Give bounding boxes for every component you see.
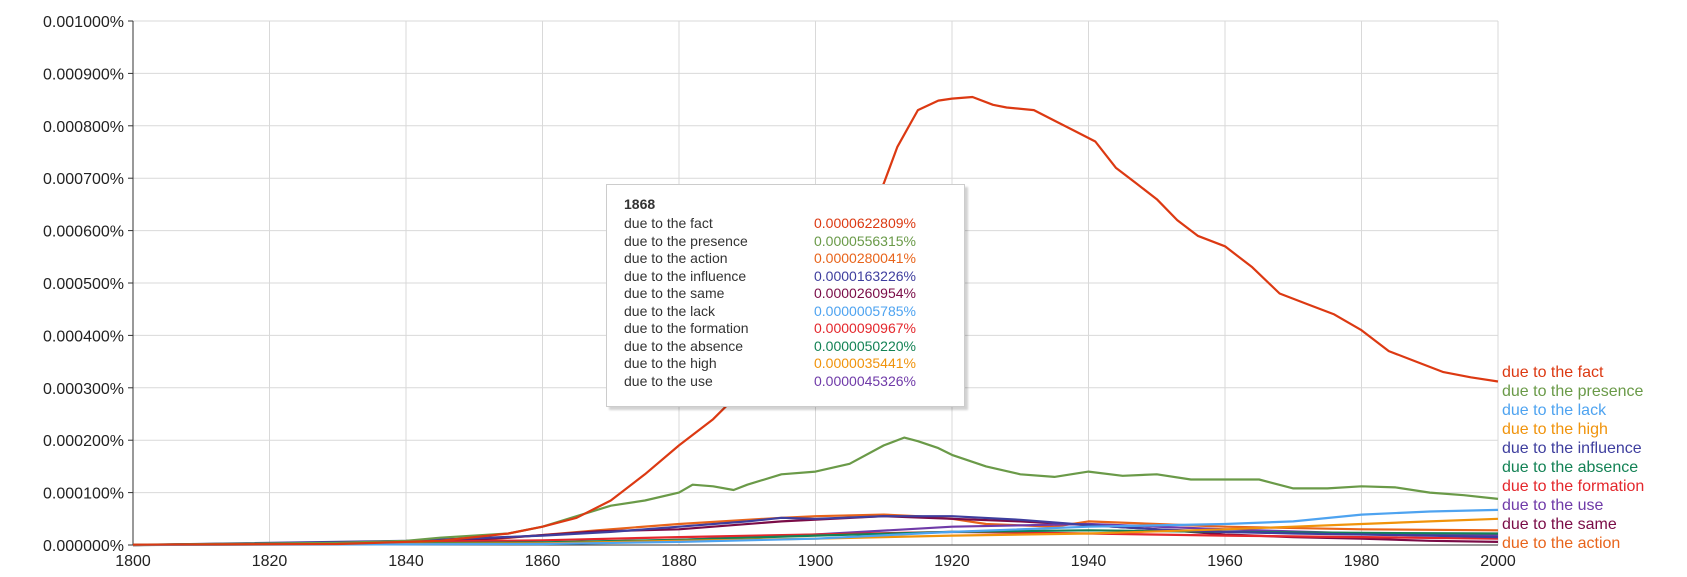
tooltip-row: due to the lack 0.0000005785% [624,303,964,321]
tooltip-series-name: due to the presence [624,232,748,249]
tooltip-row: due to the absence 0.0000050220% [624,338,964,356]
x-tick-label: 2000 [1480,553,1516,570]
x-tick-label: 1940 [1071,553,1107,570]
x-tick-label: 1960 [1207,553,1243,570]
tooltip-row: due to the presence 0.0000556315% [624,233,964,251]
end-label-due-to-the-same[interactable]: due to the same [1502,516,1617,533]
y-tick-label: 0.000600% [43,224,124,241]
end-label-due-to-the-high[interactable]: due to the high [1502,421,1608,438]
x-tick-label: 1820 [252,553,288,570]
end-label-due-to-the-use[interactable]: due to the use [1502,497,1604,514]
y-tick-label: 0.000700% [43,171,124,188]
tooltip-series-name: due to the use [624,372,713,389]
x-tick-label: 1860 [525,553,561,570]
tooltip-series-name: due to the absence [624,337,744,354]
tooltip-row: due to the action 0.0000280041% [624,250,964,268]
y-tick-label: 0.000000% [43,538,124,555]
tooltip-series-name: due to the formation [624,320,749,336]
y-tick-label: 0.000900% [43,66,124,83]
end-label-due-to-the-presence[interactable]: due to the presence [1502,383,1644,400]
tooltip-row: due to the fact 0.0000622809% [624,215,964,233]
x-tick-label: 1880 [661,553,697,570]
x-tick-label: 1800 [115,553,151,570]
y-axis-tick-labels: 0.000000% 0.000100% 0.000200% 0.000300% 0.00… [43,14,124,555]
x-tick-label: 1840 [388,553,424,570]
tooltip-series-value: 0.0000556315% [814,232,916,249]
end-label-due-to-the-formation[interactable]: due to the formation [1502,478,1644,495]
end-label-due-to-the-influence[interactable]: due to the influence [1502,440,1642,457]
tooltip-series-name: due to the influence [624,267,747,284]
y-tick-label: 0.000200% [43,433,124,450]
series-line-due-to-the-fact[interactable] [132,95,1499,546]
tooltip-series-name: due to the action [624,250,728,266]
end-label-due-to-the-lack[interactable]: due to the lack [1502,402,1607,419]
tooltip-series-value: 0.0000280041% [814,250,916,266]
series-lines [132,95,1499,547]
y-tick-label: 0.000400% [43,328,124,345]
tooltip-series-name: due to the fact [624,215,713,231]
hover-tooltip: 1868 due to the fact 0.0000622809% due to … [606,184,965,407]
tooltip-rows: due to the fact 0.0000622809% due to the p… [624,215,964,390]
tooltip-series-value: 0.0000050220% [814,337,916,354]
tooltip-series-value: 0.0000163226% [814,267,916,284]
series-line-due-to-the-influence[interactable] [132,515,1499,547]
tooltip-series-name: due to the same [624,285,725,301]
y-tick-label: 0.001000% [43,14,124,31]
tooltip-series-value: 0.0000622809% [814,215,916,231]
x-axis-tick-labels: 1800 1820 1840 1860 1880 1900 1920 1940 1960 1980… [115,553,1516,570]
tooltip-series-name: due to the high [624,355,717,371]
tooltip-row: due to the formation 0.0000090967% [624,320,964,338]
x-tick-label: 1920 [934,553,970,570]
x-tick-label: 1980 [1344,553,1380,570]
y-tick-label: 0.000500% [43,276,124,293]
end-label-due-to-the-action[interactable]: due to the action [1502,535,1620,552]
series-end-labels: due to the fact due to the presence due to… [1502,364,1644,552]
tooltip-series-value: 0.0000005785% [814,302,916,319]
tooltip-year: 1868 [624,196,656,212]
tooltip-row: due to the high 0.0000035441% [624,355,964,373]
y-tick-label: 0.000800% [43,119,124,136]
tooltip-row: due to the same 0.0000260954% [624,285,964,303]
tooltip-series-value: 0.0000035441% [814,355,916,371]
tooltip-series-value: 0.0000260954% [814,285,916,301]
tooltip-row: due to the use 0.0000045326% [624,373,964,391]
y-tick-label: 0.000100% [43,486,124,503]
x-tick-label: 1900 [798,553,834,570]
tooltip-series-value: 0.0000090967% [814,320,916,336]
tooltip-series-name: due to the lack [624,302,716,319]
end-label-due-to-the-absence[interactable]: due to the absence [1502,459,1638,476]
series-line-due-to-the-lack[interactable] [132,508,1499,547]
y-tick-label: 0.000300% [43,381,124,398]
end-label-due-to-the-fact[interactable]: due to the fact [1502,364,1604,381]
tooltip-row: due to the influence 0.0000163226% [624,268,964,286]
tooltip-series-value: 0.0000045326% [814,372,916,389]
